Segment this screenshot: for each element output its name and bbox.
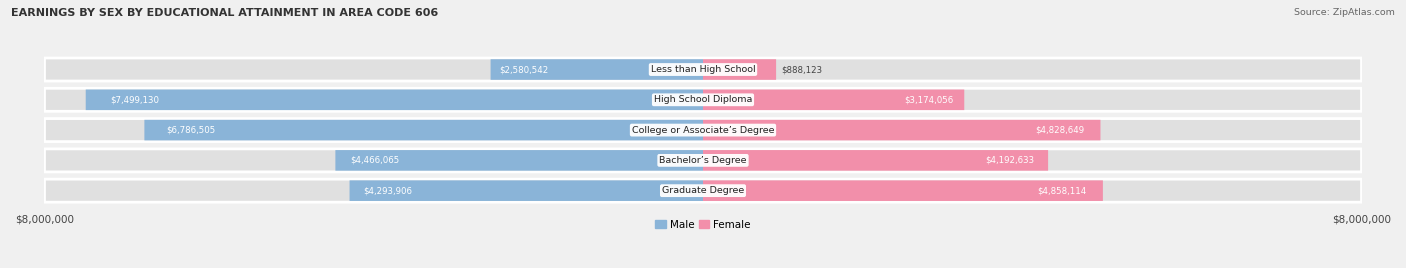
Text: $4,466,065: $4,466,065 [350, 156, 399, 165]
Text: Graduate Degree: Graduate Degree [662, 186, 744, 195]
FancyBboxPatch shape [703, 59, 776, 80]
FancyBboxPatch shape [45, 58, 1361, 81]
Text: $2,580,542: $2,580,542 [499, 65, 548, 74]
FancyBboxPatch shape [86, 90, 703, 110]
FancyBboxPatch shape [45, 118, 1361, 142]
Text: Less than High School: Less than High School [651, 65, 755, 74]
FancyBboxPatch shape [145, 120, 703, 140]
FancyBboxPatch shape [45, 88, 1361, 111]
FancyBboxPatch shape [703, 120, 1101, 140]
Text: $4,293,906: $4,293,906 [364, 186, 413, 195]
Text: $4,828,649: $4,828,649 [1035, 126, 1084, 135]
Legend: Male, Female: Male, Female [651, 216, 755, 234]
Text: Bachelor’s Degree: Bachelor’s Degree [659, 156, 747, 165]
Text: $888,123: $888,123 [782, 65, 823, 74]
Text: $4,192,633: $4,192,633 [986, 156, 1035, 165]
FancyBboxPatch shape [350, 180, 703, 201]
Text: $7,499,130: $7,499,130 [111, 95, 159, 104]
FancyBboxPatch shape [703, 180, 1102, 201]
FancyBboxPatch shape [45, 179, 1361, 202]
Text: EARNINGS BY SEX BY EDUCATIONAL ATTAINMENT IN AREA CODE 606: EARNINGS BY SEX BY EDUCATIONAL ATTAINMEN… [11, 8, 439, 18]
Text: $3,174,056: $3,174,056 [904, 95, 953, 104]
Text: $6,786,505: $6,786,505 [167, 126, 217, 135]
FancyBboxPatch shape [703, 150, 1047, 171]
Text: Source: ZipAtlas.com: Source: ZipAtlas.com [1294, 8, 1395, 17]
FancyBboxPatch shape [703, 90, 965, 110]
Text: $4,858,114: $4,858,114 [1038, 186, 1087, 195]
FancyBboxPatch shape [45, 149, 1361, 172]
Text: College or Associate’s Degree: College or Associate’s Degree [631, 126, 775, 135]
FancyBboxPatch shape [491, 59, 703, 80]
Text: High School Diploma: High School Diploma [654, 95, 752, 104]
FancyBboxPatch shape [336, 150, 703, 171]
